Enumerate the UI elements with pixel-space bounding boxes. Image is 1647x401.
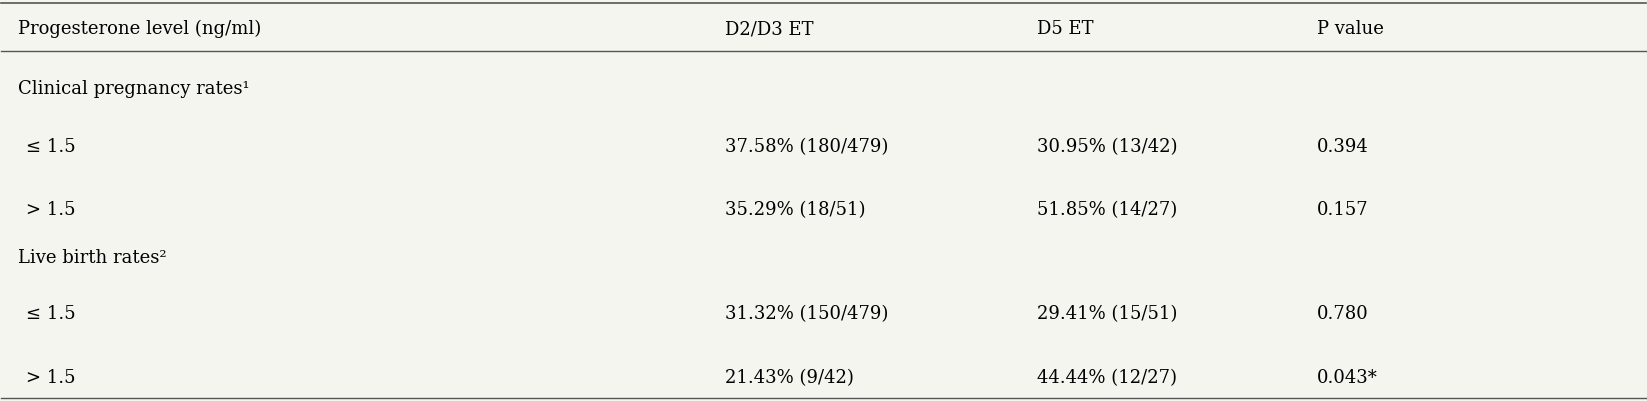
Text: 0.043*: 0.043* xyxy=(1316,369,1377,387)
Text: 21.43% (9/42): 21.43% (9/42) xyxy=(725,369,853,387)
Text: > 1.5: > 1.5 xyxy=(26,201,76,219)
Text: ≤ 1.5: ≤ 1.5 xyxy=(26,138,76,156)
Text: ≤ 1.5: ≤ 1.5 xyxy=(26,305,76,323)
Text: Live birth rates²: Live birth rates² xyxy=(18,249,166,267)
Text: Clinical pregnancy rates¹: Clinical pregnancy rates¹ xyxy=(18,80,249,98)
Text: 51.85% (14/27): 51.85% (14/27) xyxy=(1038,201,1178,219)
Text: D5 ET: D5 ET xyxy=(1038,20,1094,38)
Text: D2/D3 ET: D2/D3 ET xyxy=(725,20,814,38)
Text: 30.95% (13/42): 30.95% (13/42) xyxy=(1038,138,1178,156)
Text: 37.58% (180/479): 37.58% (180/479) xyxy=(725,138,888,156)
Text: 29.41% (15/51): 29.41% (15/51) xyxy=(1038,305,1178,323)
Text: Progesterone level (ng/ml): Progesterone level (ng/ml) xyxy=(18,20,262,38)
Text: 31.32% (150/479): 31.32% (150/479) xyxy=(725,305,888,323)
Text: 0.157: 0.157 xyxy=(1316,201,1369,219)
Text: P value: P value xyxy=(1316,20,1383,38)
Text: 0.394: 0.394 xyxy=(1316,138,1369,156)
Text: 0.780: 0.780 xyxy=(1316,305,1369,323)
Text: 35.29% (18/51): 35.29% (18/51) xyxy=(725,201,865,219)
Text: > 1.5: > 1.5 xyxy=(26,369,76,387)
Text: 44.44% (12/27): 44.44% (12/27) xyxy=(1038,369,1178,387)
